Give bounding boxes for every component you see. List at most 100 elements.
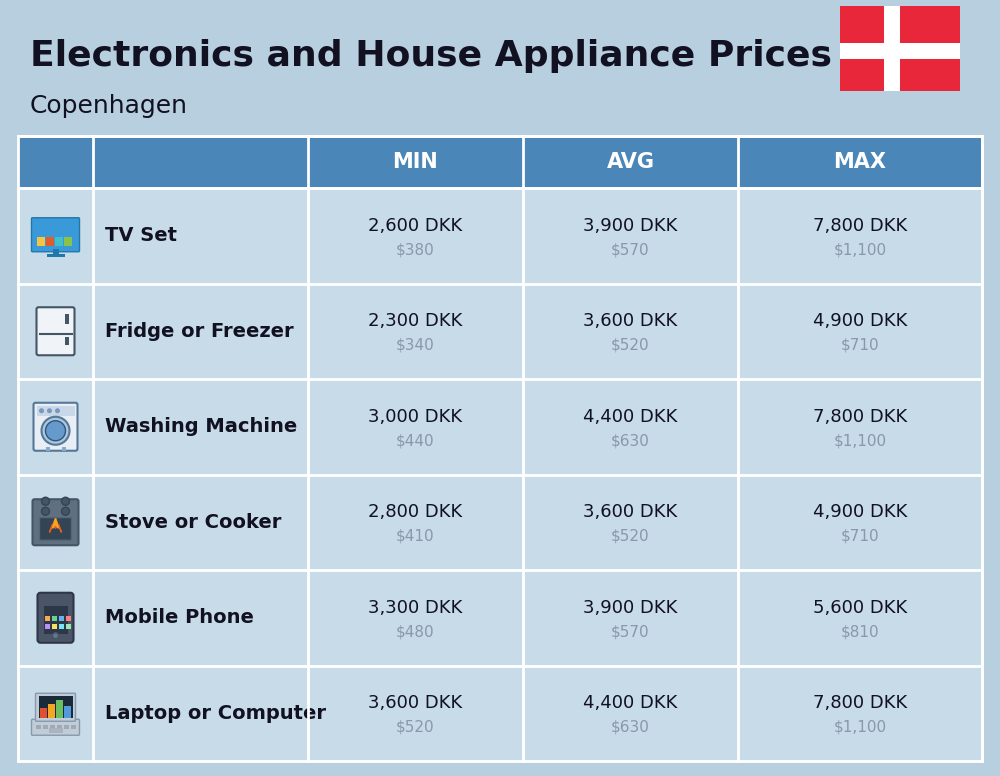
Bar bbox=[44, 615, 50, 621]
FancyBboxPatch shape bbox=[32, 719, 80, 735]
Text: Copenhagen: Copenhagen bbox=[30, 94, 188, 118]
Text: 7,800 DKK: 7,800 DKK bbox=[813, 695, 907, 712]
Bar bbox=[18, 666, 982, 761]
Text: $1,100: $1,100 bbox=[833, 242, 887, 258]
Text: Electronics and House Appliance Prices: Electronics and House Appliance Prices bbox=[30, 39, 832, 73]
Text: Mobile Phone: Mobile Phone bbox=[105, 608, 254, 627]
Text: $570: $570 bbox=[611, 624, 650, 639]
Text: $630: $630 bbox=[611, 720, 650, 735]
Bar bbox=[18, 474, 982, 570]
Text: Laptop or Computer: Laptop or Computer bbox=[105, 704, 326, 722]
FancyBboxPatch shape bbox=[38, 593, 74, 643]
Bar bbox=[36, 726, 40, 729]
Bar bbox=[48, 728, 62, 733]
Text: AVG: AVG bbox=[606, 152, 654, 172]
Text: 3,600 DKK: 3,600 DKK bbox=[368, 695, 463, 712]
Bar bbox=[46, 447, 50, 451]
Polygon shape bbox=[50, 518, 62, 532]
Bar bbox=[42, 726, 48, 729]
Bar bbox=[46, 254, 64, 257]
Text: $480: $480 bbox=[396, 624, 435, 639]
Circle shape bbox=[42, 508, 50, 515]
Text: $570: $570 bbox=[611, 242, 650, 258]
FancyBboxPatch shape bbox=[36, 307, 74, 355]
Text: TV Set: TV Set bbox=[105, 227, 177, 245]
Text: $630: $630 bbox=[611, 433, 650, 449]
Bar bbox=[52, 615, 56, 621]
Bar bbox=[66, 624, 70, 629]
Text: Fridge or Freezer: Fridge or Freezer bbox=[105, 322, 294, 341]
Bar bbox=[64, 237, 72, 246]
Text: $340: $340 bbox=[396, 338, 435, 353]
Circle shape bbox=[42, 497, 50, 505]
FancyBboxPatch shape bbox=[32, 499, 78, 546]
Bar bbox=[64, 314, 68, 324]
Text: $810: $810 bbox=[841, 624, 879, 639]
Circle shape bbox=[62, 508, 70, 515]
Text: $710: $710 bbox=[841, 338, 879, 353]
Circle shape bbox=[39, 408, 44, 414]
Circle shape bbox=[52, 632, 58, 639]
Text: MIN: MIN bbox=[393, 152, 438, 172]
Bar bbox=[50, 726, 54, 729]
Bar bbox=[58, 624, 64, 629]
Text: 3,600 DKK: 3,600 DKK bbox=[583, 504, 678, 521]
Text: MAX: MAX bbox=[834, 152, 887, 172]
Bar bbox=[44, 606, 68, 634]
Text: 3,600 DKK: 3,600 DKK bbox=[583, 312, 678, 331]
Text: 2,300 DKK: 2,300 DKK bbox=[368, 312, 463, 331]
Text: 3,300 DKK: 3,300 DKK bbox=[368, 599, 463, 617]
Bar bbox=[840, 43, 960, 59]
Text: 5,600 DKK: 5,600 DKK bbox=[813, 599, 907, 617]
Text: $410: $410 bbox=[396, 528, 435, 544]
Bar bbox=[64, 726, 68, 729]
Text: 3,900 DKK: 3,900 DKK bbox=[583, 217, 678, 235]
Bar bbox=[58, 615, 64, 621]
Bar bbox=[40, 708, 46, 719]
Polygon shape bbox=[52, 518, 58, 528]
Text: 3,900 DKK: 3,900 DKK bbox=[583, 599, 678, 617]
Bar bbox=[52, 624, 56, 629]
Bar bbox=[62, 447, 66, 451]
Circle shape bbox=[42, 417, 70, 445]
FancyBboxPatch shape bbox=[36, 693, 76, 721]
Bar bbox=[52, 249, 58, 255]
Text: 7,800 DKK: 7,800 DKK bbox=[813, 407, 907, 426]
FancyBboxPatch shape bbox=[34, 403, 78, 451]
FancyBboxPatch shape bbox=[40, 518, 72, 540]
Circle shape bbox=[47, 408, 52, 414]
Bar bbox=[46, 237, 54, 246]
Text: $520: $520 bbox=[611, 338, 650, 353]
Bar bbox=[54, 237, 62, 246]
Text: 7,800 DKK: 7,800 DKK bbox=[813, 217, 907, 235]
Circle shape bbox=[46, 421, 66, 441]
Text: $380: $380 bbox=[396, 242, 435, 258]
Text: 2,800 DKK: 2,800 DKK bbox=[368, 504, 463, 521]
Text: 2,600 DKK: 2,600 DKK bbox=[368, 217, 463, 235]
Bar bbox=[44, 624, 50, 629]
Bar bbox=[36, 237, 44, 246]
Bar bbox=[18, 188, 982, 283]
Text: 4,900 DKK: 4,900 DKK bbox=[813, 312, 907, 331]
Bar bbox=[70, 726, 76, 729]
Text: 4,400 DKK: 4,400 DKK bbox=[583, 695, 678, 712]
Bar bbox=[18, 283, 982, 379]
Circle shape bbox=[55, 408, 60, 414]
Bar bbox=[64, 337, 68, 345]
FancyBboxPatch shape bbox=[32, 218, 80, 251]
Text: 4,400 DKK: 4,400 DKK bbox=[583, 407, 678, 426]
Bar bbox=[56, 726, 62, 729]
Text: Washing Machine: Washing Machine bbox=[105, 417, 297, 436]
Text: $710: $710 bbox=[841, 528, 879, 544]
Bar bbox=[18, 136, 982, 188]
Circle shape bbox=[62, 497, 70, 505]
Bar bbox=[18, 379, 982, 474]
Text: $1,100: $1,100 bbox=[833, 720, 887, 735]
Bar bbox=[66, 615, 70, 621]
Bar bbox=[18, 570, 982, 666]
Bar bbox=[840, 6, 960, 91]
Text: 4,900 DKK: 4,900 DKK bbox=[813, 504, 907, 521]
Bar bbox=[884, 6, 900, 91]
Bar bbox=[64, 706, 70, 719]
Text: $520: $520 bbox=[396, 720, 435, 735]
